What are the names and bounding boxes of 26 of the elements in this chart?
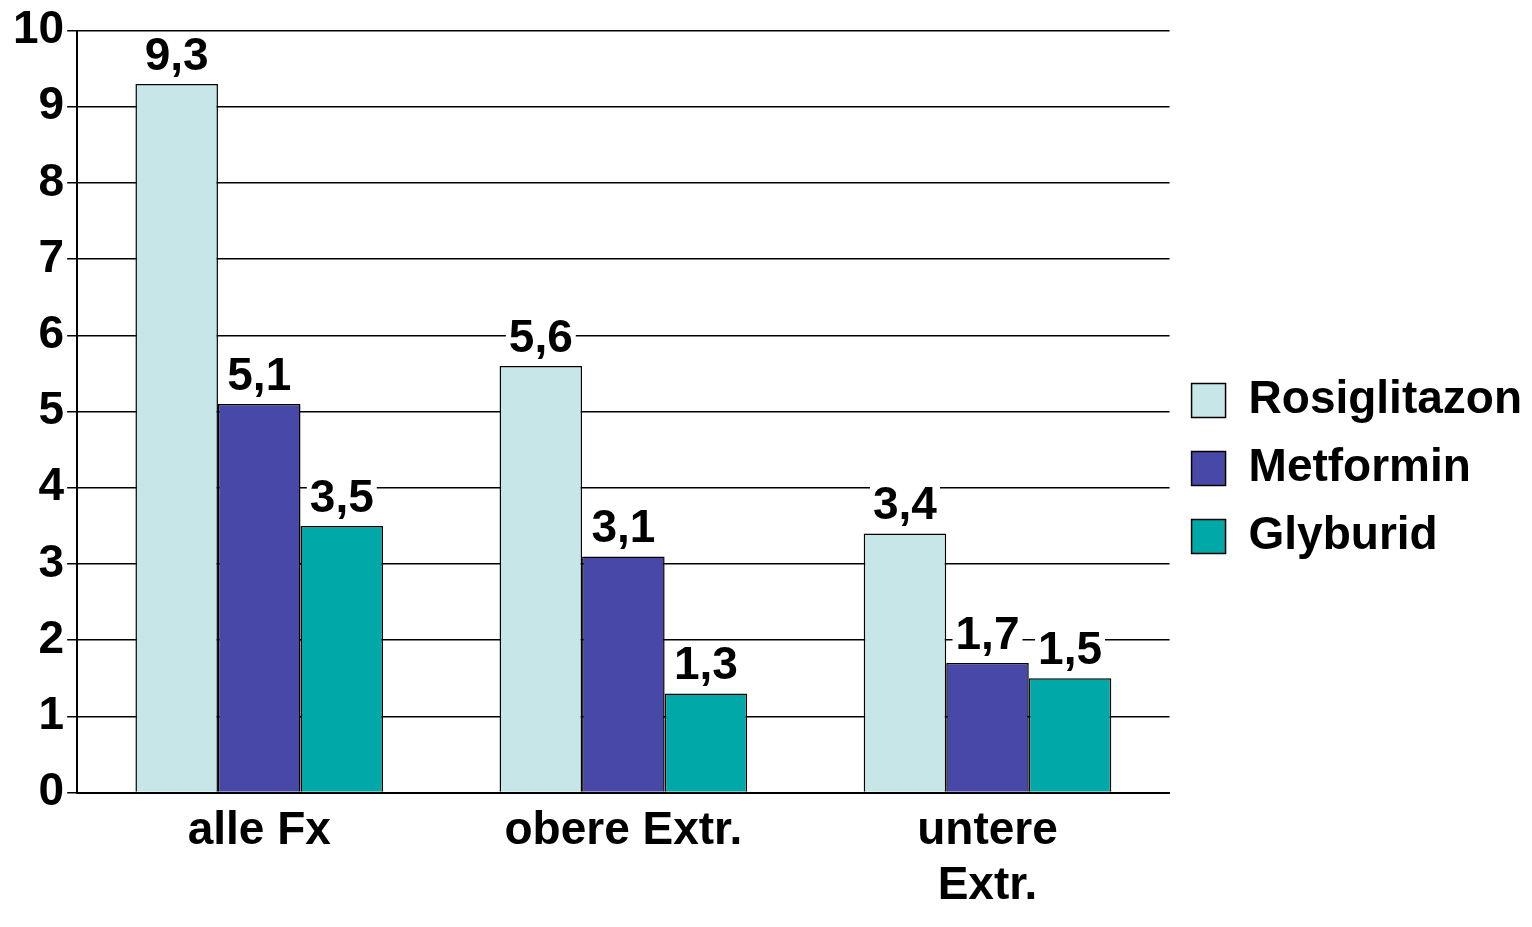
y-tick-label: 5 xyxy=(38,382,65,435)
x-tick-label: alle Fx xyxy=(187,801,332,854)
y-tick-label: 0 xyxy=(38,763,65,816)
data-label: 3,4 xyxy=(872,477,938,530)
legend-label: Glyburid xyxy=(1248,507,1438,560)
data-label: 5,1 xyxy=(227,347,292,400)
y-tick-label: 4 xyxy=(38,458,65,511)
y-tick-label: 1 xyxy=(38,687,65,740)
x-tick-label: obere Extr. xyxy=(504,801,743,854)
y-tick-label: 10 xyxy=(12,1,65,54)
y-tick-label: 7 xyxy=(38,229,65,282)
y-tick-label: 3 xyxy=(38,534,65,587)
data-label: 9,3 xyxy=(144,27,209,80)
data-label: 3,5 xyxy=(309,469,374,522)
legend-label: Metformin xyxy=(1248,439,1471,492)
x-tick-label: untere Extr. xyxy=(917,801,1058,910)
data-label: 1,5 xyxy=(1038,621,1103,674)
y-tick-label: 6 xyxy=(38,306,65,359)
data-label: 1,3 xyxy=(673,637,738,690)
y-tick-label: 9 xyxy=(38,77,65,130)
data-label: 1,7 xyxy=(955,606,1020,659)
y-tick-label: 2 xyxy=(38,610,65,663)
legend-label: Rosiglitazon xyxy=(1248,371,1523,424)
y-tick-label: 8 xyxy=(38,153,65,206)
data-label: 5,6 xyxy=(508,309,573,362)
data-label: 3,1 xyxy=(591,500,656,553)
